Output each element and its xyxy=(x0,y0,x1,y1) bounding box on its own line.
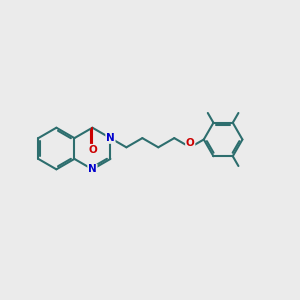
Text: N: N xyxy=(88,164,97,174)
Text: O: O xyxy=(88,145,97,154)
Text: O: O xyxy=(186,139,195,148)
Text: N: N xyxy=(106,133,115,143)
